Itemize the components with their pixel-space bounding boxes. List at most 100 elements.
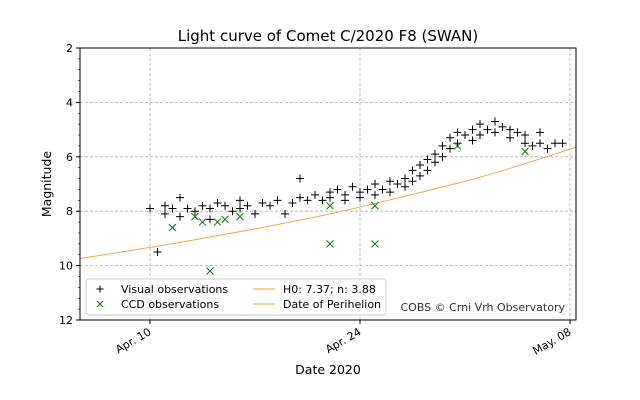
plus-marker bbox=[498, 122, 507, 131]
visual-observation-point bbox=[416, 160, 424, 169]
plus-marker bbox=[243, 201, 252, 210]
visual-observation-point bbox=[401, 174, 409, 183]
visual-observation-point bbox=[326, 193, 334, 202]
plus-marker bbox=[296, 174, 304, 183]
visual-observation-point bbox=[393, 180, 402, 188]
plus-marker bbox=[506, 125, 514, 134]
legend: Visual observations CCD observations H0: 7… bbox=[85, 278, 387, 316]
plus-marker bbox=[558, 139, 567, 148]
plus-marker bbox=[251, 209, 259, 218]
x-marker bbox=[453, 142, 462, 150]
visual-observation-point bbox=[176, 212, 184, 221]
x-marker bbox=[168, 223, 177, 232]
visual-observation-point bbox=[168, 204, 177, 213]
ccd-observation-point bbox=[326, 239, 334, 248]
visual-observation-point bbox=[468, 136, 477, 145]
ccd-observation-point bbox=[206, 267, 214, 275]
visual-observation-point bbox=[318, 196, 327, 205]
plus-marker bbox=[221, 201, 229, 210]
plus-marker bbox=[438, 152, 447, 161]
plus-marker bbox=[161, 209, 169, 218]
visual-observation-point bbox=[438, 152, 447, 161]
y-tick-label: 4 bbox=[66, 96, 73, 109]
plus-marker bbox=[318, 196, 327, 205]
x-marker bbox=[198, 218, 207, 226]
visual-observation-point bbox=[423, 155, 432, 164]
visual-observation-point bbox=[506, 125, 514, 134]
y-tick-label: 2 bbox=[66, 42, 73, 55]
visual-observation-point bbox=[423, 166, 432, 175]
plus-marker bbox=[176, 193, 184, 202]
plus-marker bbox=[536, 128, 544, 137]
visual-observation-point bbox=[453, 128, 462, 137]
visual-observation-point bbox=[213, 199, 222, 208]
copyright-annotation: COBS © Crni Vrh Observatory bbox=[400, 301, 565, 314]
plus-marker bbox=[446, 144, 454, 153]
plus-marker bbox=[236, 204, 244, 213]
plus-marker bbox=[446, 133, 454, 142]
visual-observation-point bbox=[288, 199, 297, 208]
visual-observation-point bbox=[446, 133, 454, 142]
visual-observation-point bbox=[476, 120, 484, 129]
plus-marker bbox=[236, 196, 244, 205]
visual-observation-point bbox=[363, 185, 372, 194]
plus-marker bbox=[476, 120, 484, 129]
visual-observation-point bbox=[416, 171, 424, 180]
visual-observation-point bbox=[258, 199, 267, 208]
grid bbox=[80, 48, 576, 320]
legend-visual-marker bbox=[96, 285, 104, 293]
plus-marker bbox=[521, 139, 529, 148]
legend-box bbox=[85, 278, 387, 316]
visual-observation-point bbox=[461, 131, 469, 140]
ccd-observation-point bbox=[221, 215, 229, 224]
visual-observation-point bbox=[386, 177, 394, 186]
plus-marker bbox=[513, 128, 522, 137]
plus-marker bbox=[266, 201, 274, 210]
x-marker bbox=[326, 201, 334, 210]
plus-marker bbox=[408, 177, 417, 186]
visual-observation-point bbox=[161, 201, 169, 210]
plus-marker bbox=[333, 185, 342, 194]
visual-observation-point bbox=[371, 180, 379, 188]
y-tick-label: 10 bbox=[59, 260, 73, 273]
visual-observation-point bbox=[266, 201, 274, 210]
plus-marker bbox=[528, 141, 537, 150]
visual-observation-point bbox=[206, 204, 214, 213]
ccd-observation-point bbox=[326, 201, 334, 210]
visual-observation-point bbox=[371, 190, 379, 199]
plus-marker bbox=[476, 131, 484, 140]
plus-marker bbox=[273, 196, 282, 205]
ccd-observation-point bbox=[236, 212, 244, 221]
ccd-observation-point bbox=[453, 142, 462, 150]
visual-observation-point bbox=[146, 204, 154, 213]
visual-observation-point bbox=[341, 196, 349, 205]
plus-marker bbox=[431, 158, 439, 167]
visual-observation-point bbox=[303, 196, 312, 205]
visual-observation-point bbox=[468, 125, 477, 134]
chart-title: Light curve of Comet C/2020 F8 (SWAN) bbox=[178, 27, 479, 45]
visual-observation-point bbox=[153, 248, 162, 256]
plus-marker bbox=[453, 128, 462, 137]
plus-marker bbox=[311, 190, 319, 199]
y-tick-label: 8 bbox=[66, 205, 73, 218]
plus-marker bbox=[551, 139, 559, 148]
y-tick-label: 12 bbox=[59, 314, 73, 327]
plus-marker bbox=[468, 136, 477, 145]
visual-observation-point bbox=[401, 182, 409, 191]
ccd-observation-point bbox=[521, 147, 529, 156]
visual-observation-point bbox=[521, 139, 529, 148]
visual-observation-point bbox=[296, 193, 304, 202]
plus-marker bbox=[378, 185, 387, 194]
plus-marker bbox=[543, 144, 552, 153]
plus-marker bbox=[161, 201, 169, 210]
plus-marker bbox=[393, 180, 402, 188]
plus-marker bbox=[183, 204, 192, 213]
plus-marker bbox=[371, 190, 379, 199]
plus-marker bbox=[356, 193, 364, 202]
plus-marker bbox=[423, 155, 432, 164]
plus-marker bbox=[153, 248, 162, 256]
plus-marker bbox=[176, 212, 184, 221]
visual-observation-point bbox=[446, 144, 454, 153]
plus-marker bbox=[281, 209, 289, 218]
plus-marker bbox=[213, 199, 222, 208]
